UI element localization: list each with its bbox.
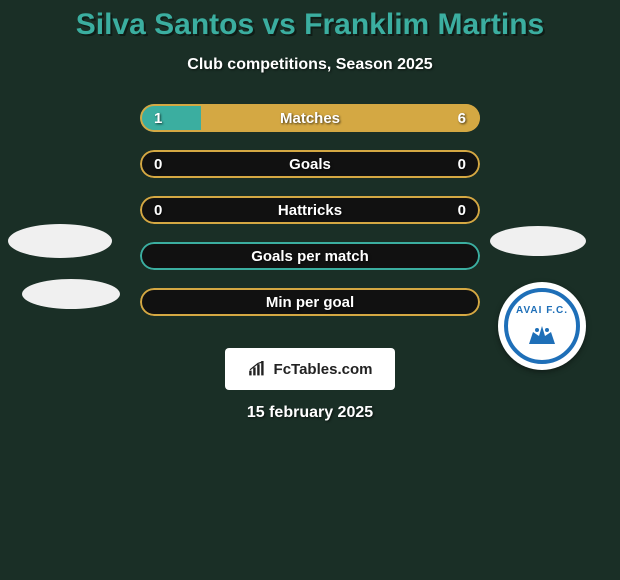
bar-label: Hattricks xyxy=(140,196,480,224)
stat-bar: Hattricks0 0 xyxy=(140,196,480,224)
root: Silva Santos vs Franklim Martins Club co… xyxy=(0,0,620,422)
player2-avatar-shape xyxy=(490,226,586,256)
club-badge-label: AVAI F.C. xyxy=(516,305,568,316)
player1-club-shape xyxy=(22,279,120,309)
bars-host: Matches16Goals00Hattricks00Goals per mat… xyxy=(140,104,480,334)
player2-club-badge: AVAI F.C. xyxy=(498,282,586,370)
site-label: FcTables.com xyxy=(274,361,373,378)
club-badge-inner: AVAI F.C. xyxy=(504,288,580,364)
bar-value-left: 1 xyxy=(154,104,162,132)
lion-icon xyxy=(525,318,559,348)
bar-value-right: 0 xyxy=(458,150,466,178)
bar-label: Goals xyxy=(140,150,480,178)
bar-value-left: 0 xyxy=(154,150,162,178)
bar-label: Goals per match xyxy=(140,242,480,270)
stat-bar: Goals0 0 xyxy=(140,150,480,178)
stat-bar: Goals per match xyxy=(140,242,480,270)
bar-value-right: 0 xyxy=(458,196,466,224)
site-attribution: FcTables.com xyxy=(225,348,395,390)
bar-label: Matches xyxy=(140,104,480,132)
stats-area: AVAI F.C. Matches16Goals00Hattricks00Goa… xyxy=(0,104,620,422)
barchart-icon xyxy=(248,361,268,377)
page-title: Silva Santos vs Franklim Martins xyxy=(76,8,545,42)
date-text: 15 february 2025 xyxy=(247,404,373,422)
page-subtitle: Club competitions, Season 2025 xyxy=(187,56,432,74)
stat-bar: Matches1 6 xyxy=(140,104,480,132)
bar-value-right: 6 xyxy=(458,104,466,132)
player1-avatar-shape xyxy=(8,224,112,258)
stat-bar: Min per goal xyxy=(140,288,480,316)
bar-label: Min per goal xyxy=(140,288,480,316)
bar-value-left: 0 xyxy=(154,196,162,224)
